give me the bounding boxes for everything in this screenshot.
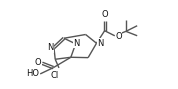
- Text: Cl: Cl: [51, 71, 59, 80]
- Text: N: N: [98, 39, 104, 48]
- Text: O: O: [115, 32, 122, 41]
- Text: N: N: [73, 39, 80, 48]
- Text: O: O: [35, 58, 41, 67]
- Text: HO: HO: [27, 69, 40, 78]
- Text: O: O: [101, 10, 108, 19]
- Text: N: N: [47, 43, 53, 52]
